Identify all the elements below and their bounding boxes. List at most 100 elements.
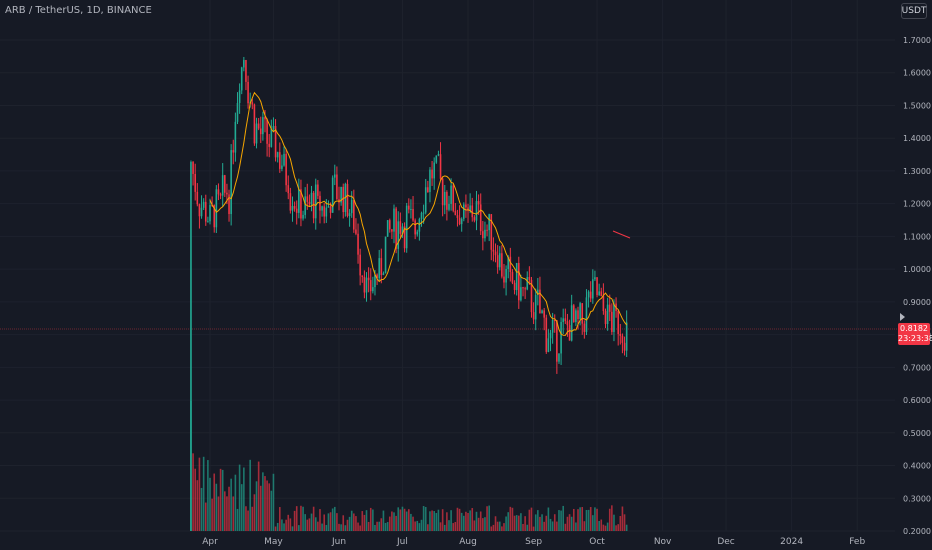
volume-bar — [431, 510, 433, 531]
volume-bar — [615, 525, 617, 531]
candle-body — [361, 275, 364, 277]
candle-body — [410, 209, 412, 211]
time-tick-label: Oct — [589, 537, 605, 547]
volume-bar — [549, 518, 552, 531]
volume-bar — [556, 521, 558, 531]
price-tick-label: 1.2000 — [903, 200, 931, 209]
volume-bar — [534, 514, 537, 531]
candle-body — [439, 154, 442, 179]
volume-bar — [283, 523, 285, 531]
candle-body — [342, 186, 345, 213]
volume-bar — [422, 506, 425, 531]
volume-bar — [488, 505, 490, 531]
candle-body — [463, 204, 465, 219]
candle-body — [517, 263, 520, 301]
price-axis[interactable]: 1.7000 1.6000 1.5000 1.4000 1.3000 1.2000 1.10… — [903, 36, 931, 536]
volume-bar — [585, 509, 588, 531]
candle-body — [431, 169, 433, 179]
candle-body — [492, 249, 495, 252]
time-tick-label: Jul — [396, 537, 408, 547]
volume-bar — [386, 522, 389, 531]
candle-body — [202, 201, 205, 208]
volume-bar — [589, 507, 592, 531]
candle-body — [465, 204, 467, 208]
candle-body — [276, 152, 279, 158]
currency-button[interactable]: USDT — [901, 3, 927, 19]
volume-bar — [572, 508, 575, 531]
price-tick-label: 1.6000 — [903, 69, 931, 78]
volume-bar — [454, 521, 457, 531]
candle-body — [583, 323, 586, 332]
candle-body — [526, 276, 529, 290]
price-tick-label: 0.5000 — [903, 429, 931, 438]
volume-bar — [323, 514, 326, 531]
volume-bar — [240, 484, 243, 531]
moving-average-line — [209, 91, 628, 336]
volume-bar — [262, 472, 264, 531]
candle-body — [490, 214, 493, 250]
candle-body — [469, 205, 471, 211]
candle-body — [405, 205, 408, 249]
volume-bar — [441, 509, 444, 531]
volume-bar — [505, 516, 507, 531]
trend-line-drawing[interactable] — [612, 230, 631, 239]
volume-bar — [327, 513, 330, 531]
candle-body — [226, 192, 228, 195]
candle-body — [486, 229, 488, 231]
candle-body — [556, 320, 558, 362]
candle-body — [482, 231, 484, 239]
volume-bar — [388, 516, 391, 531]
candle-body — [359, 254, 361, 276]
candle-body — [520, 287, 522, 301]
volume-bar — [298, 525, 300, 531]
volume-bar — [623, 514, 626, 531]
candle-body — [549, 332, 552, 339]
time-tick-label: Nov — [654, 537, 672, 547]
candle-body — [388, 220, 391, 230]
volume-bar — [361, 511, 364, 531]
volume-bar — [596, 508, 598, 531]
volume-bar — [403, 508, 406, 531]
price-tick-label: 0.3000 — [903, 494, 931, 503]
volume-bar — [448, 520, 450, 531]
candle-body — [391, 229, 393, 232]
volume-bar — [558, 510, 560, 531]
candle-body — [501, 253, 503, 277]
volume-bar — [581, 506, 584, 531]
volume-bar — [376, 521, 378, 531]
volume-bar — [545, 515, 548, 531]
volume-bar — [490, 526, 493, 531]
candle-body — [524, 288, 526, 290]
candle-body — [340, 186, 342, 203]
candle-body — [232, 150, 235, 153]
candle-body — [308, 201, 311, 205]
candle-body — [365, 277, 368, 293]
last-price-value: 0.8182 — [900, 324, 928, 333]
price-tick-label: 1.4000 — [903, 134, 931, 143]
candle-body — [600, 291, 603, 297]
candle-body — [625, 322, 628, 351]
volume-bar — [625, 524, 628, 531]
volume-bar — [608, 508, 611, 531]
time-tick-label: May — [264, 537, 283, 547]
volume-bar — [494, 516, 497, 531]
volume-bar — [456, 507, 459, 531]
candle-body — [515, 263, 518, 291]
volume-bar — [446, 512, 448, 531]
volume-bar — [424, 506, 427, 531]
candle-body — [386, 220, 389, 237]
candle-body — [475, 201, 478, 221]
volume-bar — [264, 476, 266, 531]
volume-bar — [528, 509, 531, 531]
candle-body — [427, 187, 429, 193]
volume-bar — [268, 483, 271, 531]
volume-bar — [484, 517, 486, 531]
volume-bar — [342, 515, 345, 531]
volume-bar — [437, 509, 440, 531]
candle-body — [374, 274, 376, 288]
time-axis[interactable]: Apr May Jun Jul Aug Sep Oct Nov Dec 2024 Feb — [202, 537, 865, 547]
candle-body — [204, 201, 207, 222]
candle-body — [196, 191, 199, 205]
candle-body — [473, 217, 476, 221]
